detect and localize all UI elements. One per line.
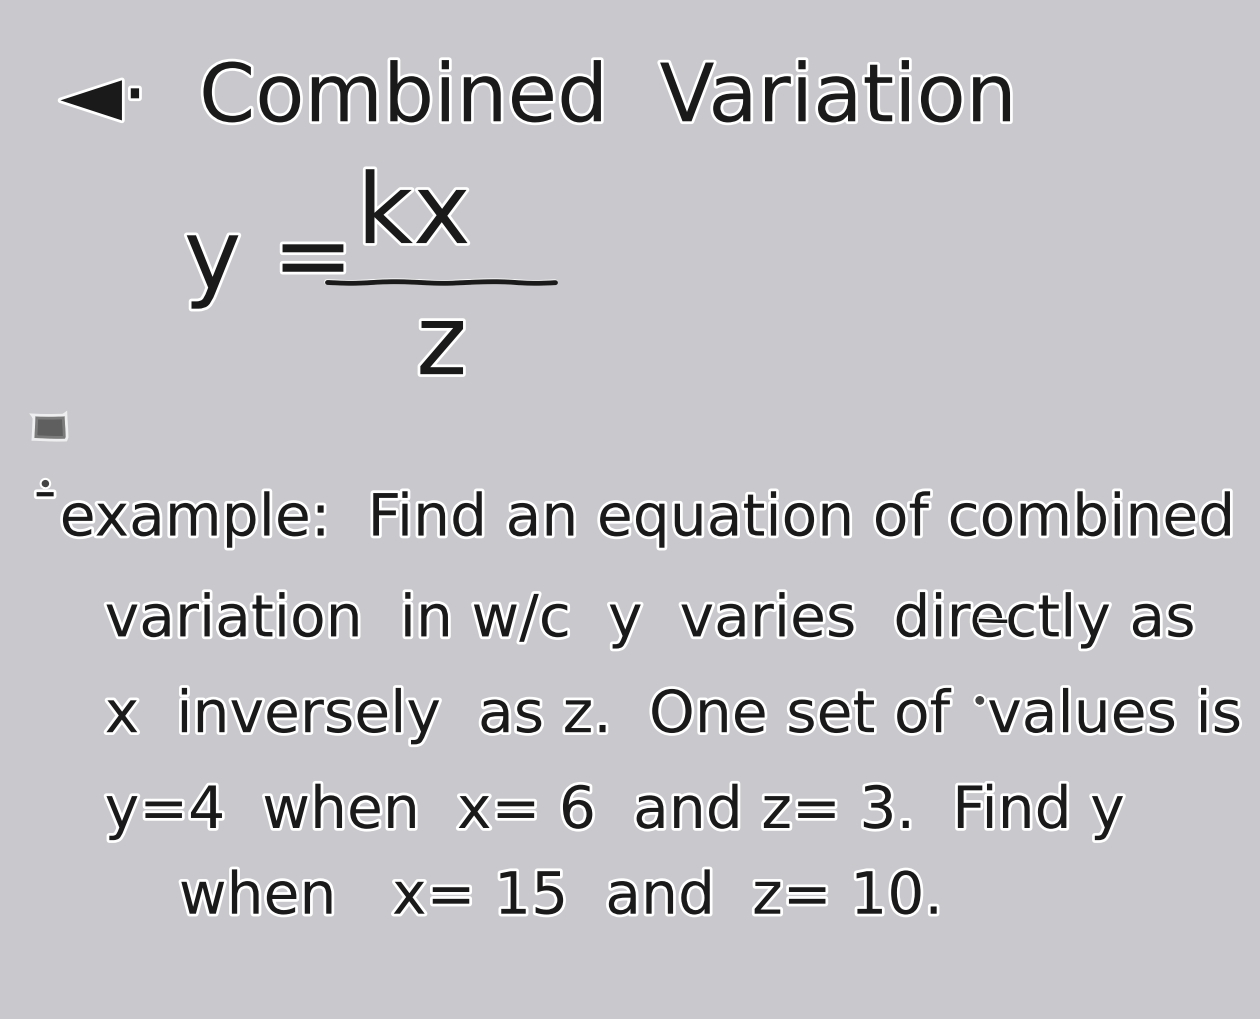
Text: y =: y =	[184, 216, 354, 309]
Text: kx: kx	[357, 171, 471, 264]
Text: ◄·  Combined  Variation: ◄· Combined Variation	[60, 61, 1017, 140]
Text: variation  in w/c  y  varies  directly as: variation in w/c y varies directly as	[30, 592, 1196, 649]
Bar	[35, 417, 66, 439]
Text: x  inversely  as z.  One set of  values is: x inversely as z. One set of values is	[30, 688, 1242, 745]
Text: when   x= 15  and  z= 10.: when x= 15 and z= 10.	[30, 869, 942, 926]
Text: y=4  when  x= 6  and z= 3.  Find y: y=4 when x= 6 and z= 3. Find y	[30, 784, 1124, 841]
Text: ˉexample:  Find an equation of combined: ˉexample: Find an equation of combined	[30, 491, 1236, 548]
Text: z: z	[416, 302, 467, 394]
